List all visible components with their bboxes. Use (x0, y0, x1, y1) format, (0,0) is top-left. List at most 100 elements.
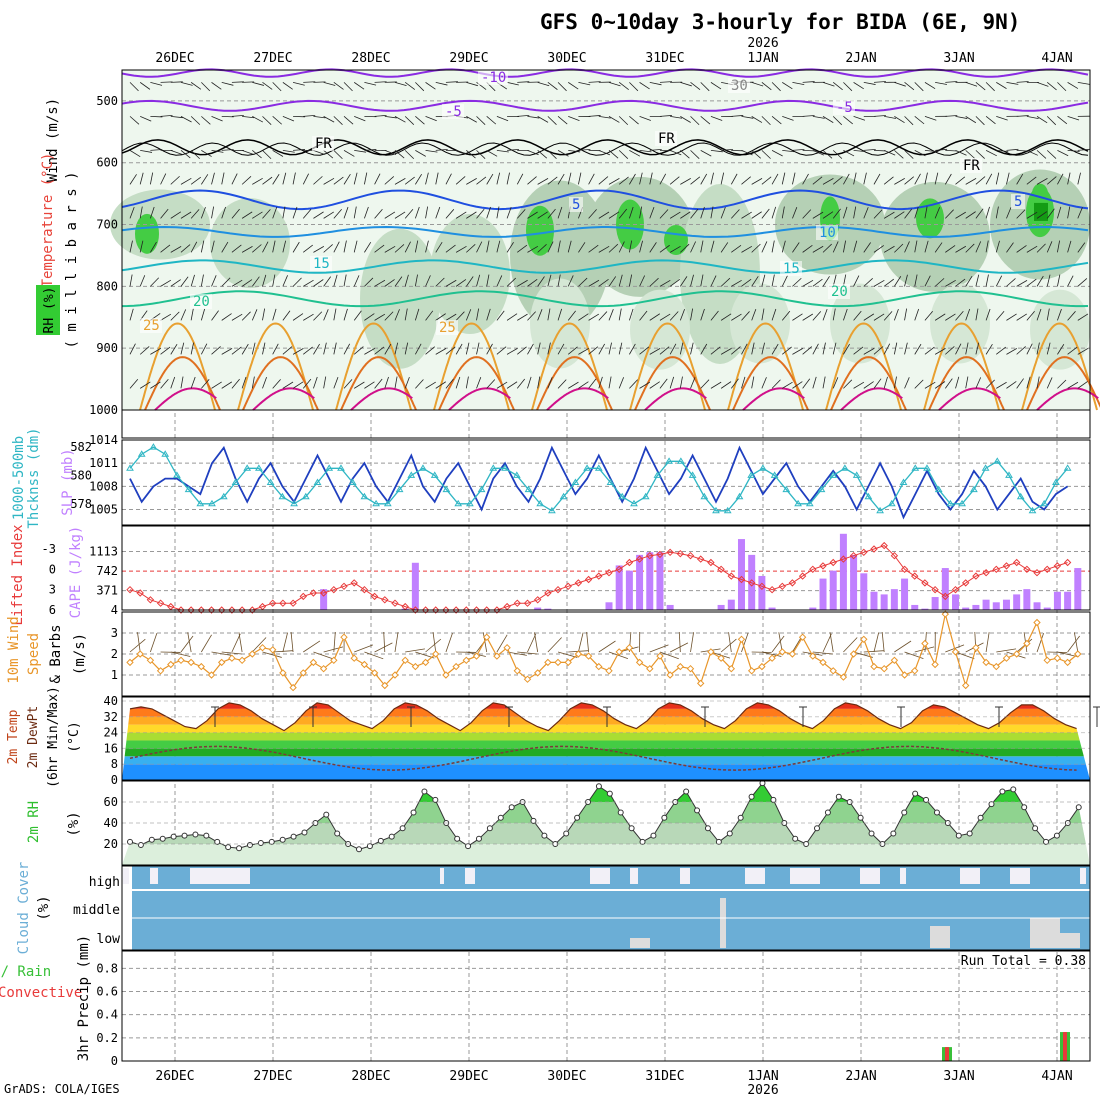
rh2m-marker (455, 836, 460, 841)
slp-tick: 1005 (89, 503, 118, 517)
bottom-date-label: 29DEC (449, 1069, 488, 1084)
upper-ylabel-rh: RH (%) (42, 287, 57, 334)
cape-bar (993, 602, 1000, 610)
rh2m-tick: 40 (104, 816, 118, 830)
cloud-gap-high (900, 868, 906, 884)
wind10-barb (527, 634, 535, 652)
temp-tick: 8 (111, 757, 118, 771)
rh2m-marker (280, 837, 285, 842)
temp-tick: 16 (104, 741, 118, 755)
rh2m-tick: 20 (104, 837, 118, 851)
wind10-barb (313, 652, 332, 659)
cape-bar (911, 605, 918, 610)
contour-label: 10 (819, 225, 836, 241)
contour-label: 5 (572, 197, 580, 213)
cloud-gap-high (790, 868, 820, 884)
wind10-marker (871, 664, 877, 670)
slp-tick: 1014 (89, 433, 118, 447)
cape-bar (667, 605, 674, 610)
top-date-label: 28DEC (351, 51, 390, 66)
cape-bar (952, 594, 959, 610)
rh2m-marker (705, 826, 710, 831)
cloud-level-label: middle (73, 903, 120, 918)
contour-label: 20 (193, 294, 210, 310)
run-total-label: Run Total = 0.38 (961, 954, 1086, 969)
upper-ylabel-pressure: ( m i l l i b a r s ) (64, 171, 80, 348)
rh2m-marker (411, 810, 416, 815)
rh2m-marker (738, 815, 743, 820)
wind-barb (150, 116, 162, 117)
wind10-barb (882, 632, 884, 652)
wind10-ylabel-b: Speed (26, 633, 42, 675)
cloud-gap-high (1080, 868, 1086, 884)
rh2m-ylabel-a: 2m RH (26, 801, 42, 843)
top-date-label: 4JAN (1041, 51, 1072, 66)
rh2m-marker (684, 789, 689, 794)
cloud-gap-high (465, 868, 475, 884)
top-date-label: 30DEC (547, 51, 586, 66)
bottom-year-label: 2026 (747, 1083, 778, 1098)
li-tick: 0 (49, 562, 56, 576)
wind10-marker (341, 634, 347, 640)
wind10-barb (239, 632, 242, 652)
bottom-date-label: 31DEC (645, 1069, 684, 1084)
grads-credit: GrADS: COLA/IGES (4, 1082, 120, 1096)
cape-bar (1054, 592, 1061, 610)
wind10-barb (548, 638, 562, 652)
temp-band (122, 733, 1090, 741)
cape-tick: 1113 (89, 545, 118, 559)
rh2m-marker (1011, 787, 1016, 792)
precip-tick: 0 (111, 1054, 118, 1068)
wind10-marker (922, 641, 928, 647)
slp-ylabel-c: SLP (mb) (60, 448, 76, 515)
temp-band (122, 740, 1090, 748)
wind10-marker (1034, 620, 1040, 626)
rh2m-marker (651, 833, 656, 838)
cloud-gap-low (630, 938, 650, 948)
cape-bar (758, 576, 765, 610)
temp-tick: 0 (111, 773, 118, 787)
rh2m-marker (858, 815, 863, 820)
wind10-ylabel-d: (m/s) (72, 633, 88, 675)
wind10-barb (517, 652, 537, 654)
cloud-level-label: high (89, 875, 120, 890)
contour-label: 25 (143, 318, 160, 334)
wind10-marker (249, 651, 255, 657)
rh2m-marker (357, 847, 362, 852)
rh2m-marker (237, 846, 242, 851)
wind10-barb (201, 635, 211, 652)
temp-band (122, 717, 1090, 725)
cape-tick: 4 (111, 603, 118, 617)
wind10-panel: 321 (111, 611, 1090, 691)
precip-ylabel-a: Total / Rain (0, 964, 51, 980)
rh2m-marker (836, 794, 841, 799)
rh2m-marker (727, 831, 732, 836)
wind10-marker (739, 636, 745, 642)
cape-bar (1064, 592, 1071, 610)
wind10-marker (229, 655, 235, 661)
rh-shade (530, 278, 590, 368)
contour-label: 15 (313, 256, 330, 272)
rh2m-tick: 60 (104, 795, 118, 809)
cape-bar (718, 605, 725, 610)
rh2m-ylabel-b: (%) (66, 811, 82, 836)
wind10-marker (963, 683, 969, 689)
rh-shade (210, 198, 290, 288)
bottom-date-label: 4JAN (1041, 1069, 1072, 1084)
wind10-barb (915, 647, 934, 652)
wind10-barb (303, 641, 320, 652)
wind10-barb (956, 652, 975, 659)
temp-ylabel-c: (6hr Min/Max) (46, 686, 61, 788)
pressure-tick: 1000 (89, 403, 118, 417)
rh2m-marker (422, 789, 427, 794)
contour-label: -5 (445, 104, 462, 120)
cape-bar (728, 600, 735, 610)
rh2m-marker (487, 826, 492, 831)
rh2m-panel: 60 40 20 (104, 781, 1090, 865)
precip-convective-bar (1063, 1032, 1067, 1061)
cape-bar (850, 555, 857, 610)
top-date-label: 3JAN (943, 51, 974, 66)
wind10-barb (433, 632, 436, 652)
wind10-ylabel-a: 10m Wind (6, 616, 22, 683)
